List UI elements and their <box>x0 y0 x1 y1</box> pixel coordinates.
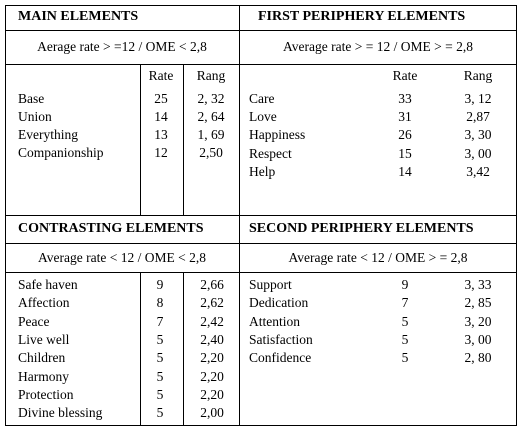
rang: 2, 64 <box>197 109 225 124</box>
column-header: Rate <box>148 68 174 83</box>
section-title: CONTRASTING ELEMENTS <box>18 221 204 236</box>
element-name: Respect <box>249 145 292 161</box>
rate: 15 <box>398 145 412 161</box>
rate: 9 <box>401 277 409 292</box>
rule <box>183 64 184 215</box>
rang: 2,40 <box>200 331 224 347</box>
rate: 26 <box>398 127 412 143</box>
rate: 14 <box>398 163 412 179</box>
rate: 5 <box>156 350 164 366</box>
element-name: Support <box>249 277 292 292</box>
rule <box>140 272 141 425</box>
rate: 5 <box>401 350 409 366</box>
rang: 3, 33 <box>464 277 492 292</box>
element-name: Attention <box>249 313 300 329</box>
element-name: Peace <box>18 313 50 329</box>
rang: 3, 00 <box>464 145 492 161</box>
rate: 25 <box>154 91 168 106</box>
section-title: SECOND PERIPHERY ELEMENTS <box>249 221 474 236</box>
rule <box>5 243 517 244</box>
rate: 9 <box>156 277 164 292</box>
rate: 33 <box>398 91 412 106</box>
element-name: Union <box>18 109 52 124</box>
rate: 12 <box>154 145 168 160</box>
rate: 5 <box>156 405 164 421</box>
element-name: Dedication <box>249 295 309 311</box>
section-title: MAIN ELEMENTS <box>18 9 139 24</box>
rule <box>5 64 517 65</box>
rang: 3, 00 <box>464 331 492 347</box>
rate: 8 <box>156 295 164 311</box>
rate: 5 <box>156 368 164 384</box>
column-header: Rang <box>196 68 226 83</box>
rang: 3, 20 <box>464 313 492 329</box>
rang: 2,50 <box>199 145 223 160</box>
rang: 3, 12 <box>464 91 492 106</box>
column-header: Rang <box>463 68 493 83</box>
rang: 2,20 <box>200 368 224 384</box>
rule <box>183 272 184 425</box>
rang: 2,62 <box>200 295 224 311</box>
rang: 3,42 <box>466 163 490 179</box>
rang: 2,42 <box>200 313 224 329</box>
rang: 1, 69 <box>197 127 225 142</box>
element-name: Base <box>18 91 45 106</box>
rang: 2, 80 <box>464 350 492 366</box>
element-name: Care <box>249 91 275 106</box>
rule <box>5 215 517 216</box>
element-name: Harmony <box>18 368 69 384</box>
element-name: Everything <box>18 127 78 142</box>
column-header: Rate <box>392 68 418 83</box>
rang: 2, 32 <box>197 91 225 106</box>
section-subtitle: Average rate < 12 / OME > = 2,8 <box>288 250 468 265</box>
section-subtitle: Aerage rate > =12 / OME < 2,8 <box>37 39 207 54</box>
element-name: Protection <box>18 386 74 402</box>
element-name: Confidence <box>249 350 312 366</box>
rate: 5 <box>401 331 409 347</box>
element-name: Affection <box>18 295 70 311</box>
rate: 13 <box>154 127 168 142</box>
rang: 2,87 <box>466 109 490 125</box>
rang: 2,20 <box>200 350 224 366</box>
rang: 2,00 <box>200 405 224 421</box>
element-name: Children <box>18 350 66 366</box>
element-name: Companionship <box>18 145 104 160</box>
section-subtitle: Average rate < 12 / OME < 2,8 <box>38 250 206 265</box>
element-name: Happiness <box>249 127 306 143</box>
rate: 5 <box>156 386 164 402</box>
rate: 7 <box>401 295 409 311</box>
element-name: Live well <box>18 331 70 347</box>
rate: 14 <box>154 109 168 124</box>
rang: 2,66 <box>200 277 224 292</box>
rate: 7 <box>156 313 164 329</box>
rule <box>5 272 517 273</box>
rang: 3, 30 <box>464 127 492 143</box>
border <box>5 5 517 6</box>
section-title: FIRST PERIPHERY ELEMENTS <box>258 9 466 24</box>
rule <box>140 64 141 215</box>
element-name: Safe haven <box>18 277 78 292</box>
element-name: Help <box>249 163 276 179</box>
rang: 2, 85 <box>464 295 492 311</box>
rang: 2,20 <box>200 386 224 402</box>
rate: 5 <box>401 313 409 329</box>
rule <box>5 30 517 31</box>
border <box>5 425 517 426</box>
rate: 31 <box>398 109 412 125</box>
element-name: Satisfaction <box>249 331 313 347</box>
element-name: Love <box>249 109 277 125</box>
rate: 5 <box>156 331 164 347</box>
section-subtitle: Average rate > = 12 / OME > = 2,8 <box>283 39 473 54</box>
element-name: Divine blessing <box>18 405 103 421</box>
